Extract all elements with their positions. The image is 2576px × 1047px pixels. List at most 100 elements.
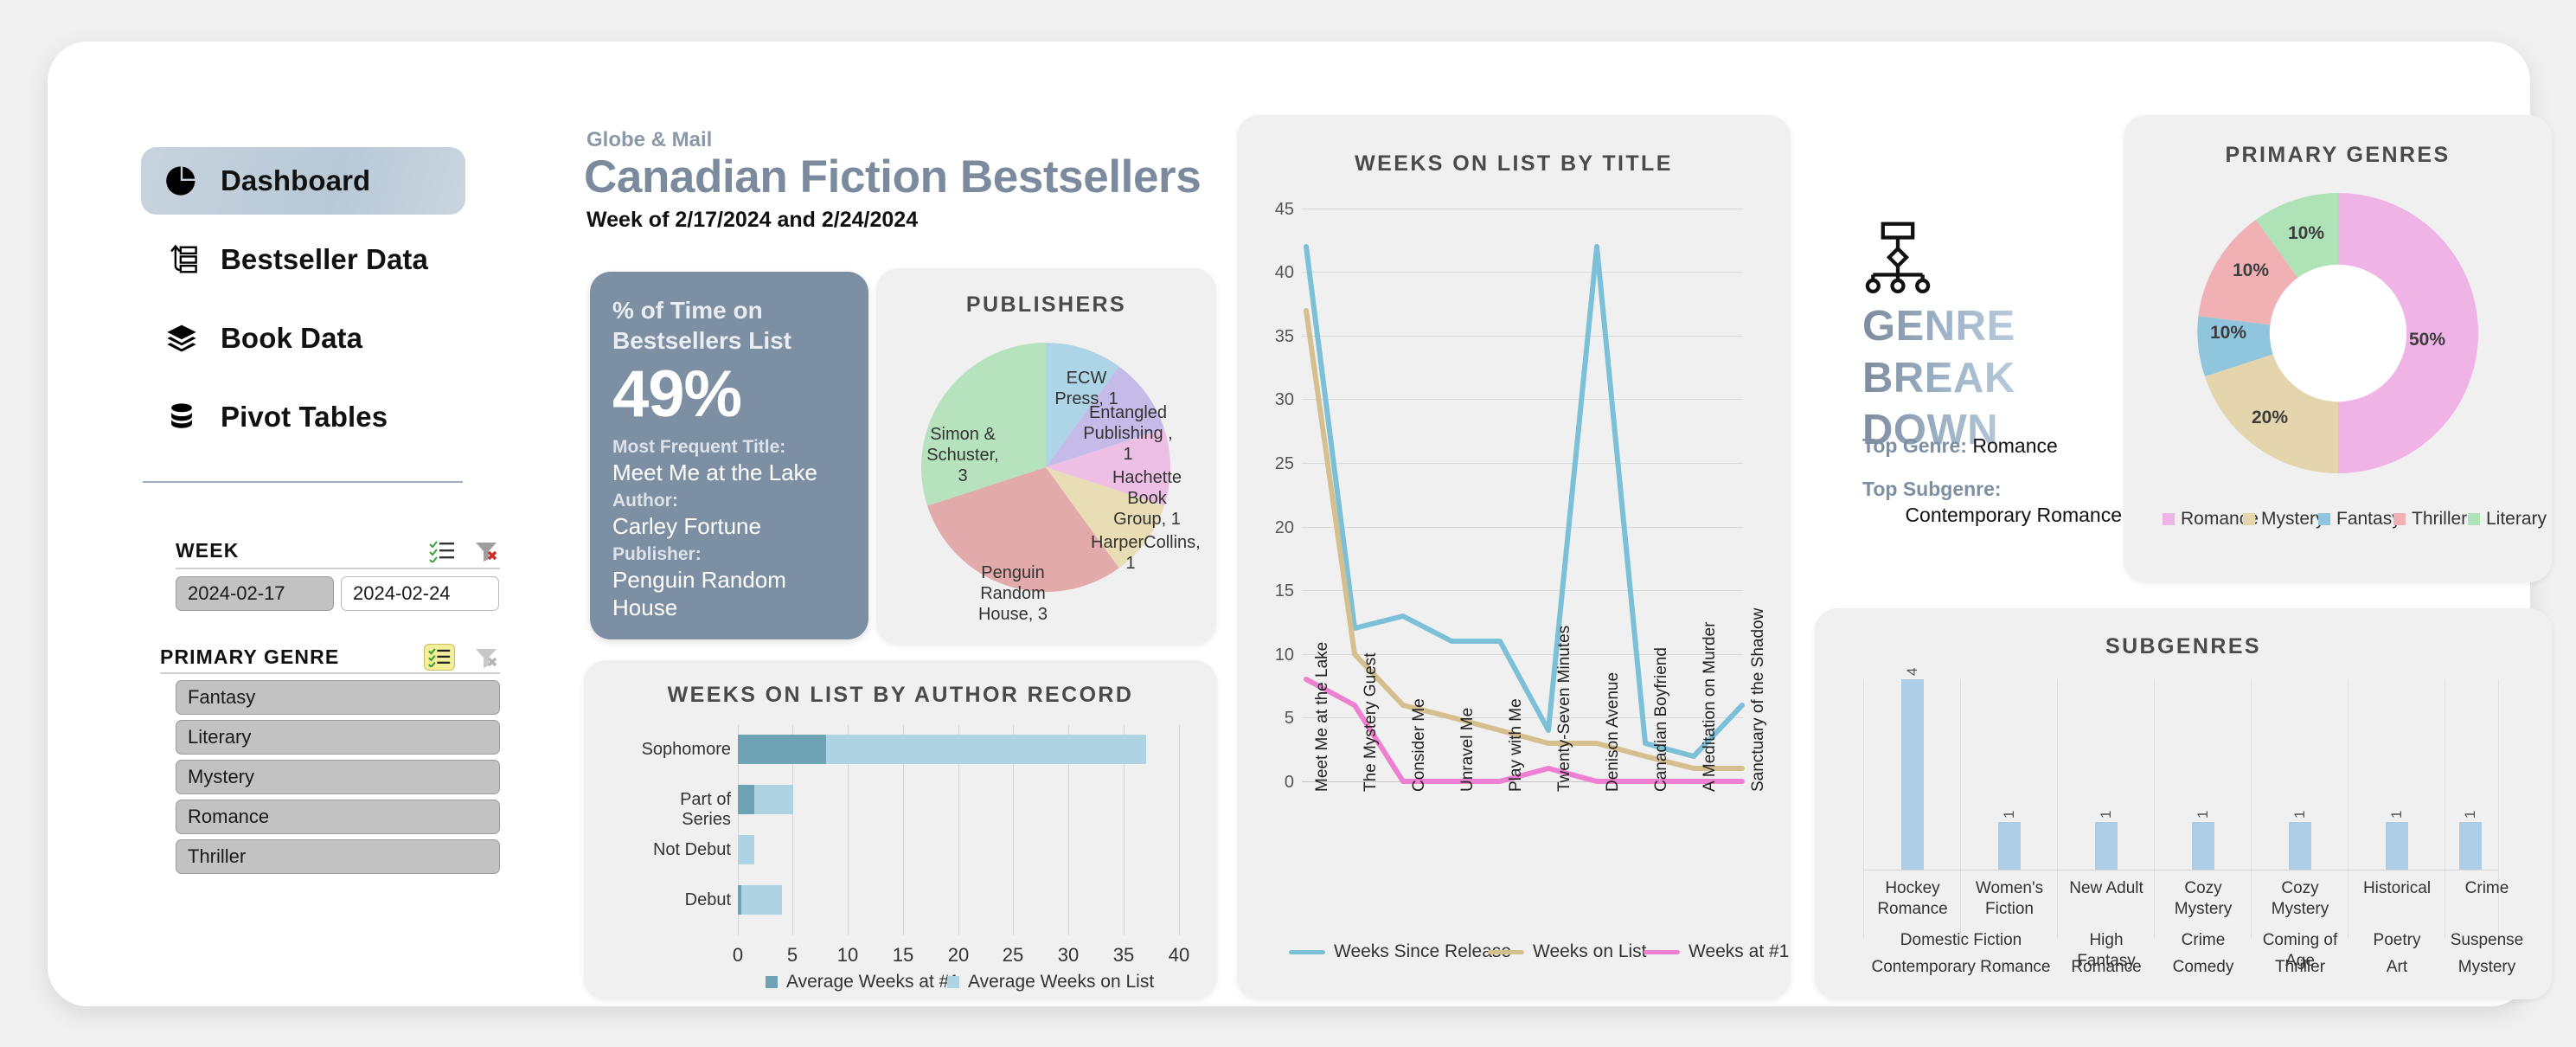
- genre-option[interactable]: Fantasy: [176, 680, 500, 715]
- genre-breakdown-title-line-1: GENRE: [1862, 301, 2015, 353]
- kpi-publisher-value: Penguin Random House: [612, 566, 786, 621]
- author-record-card: WEEKS ON LIST BY AUTHOR RECORD Sophomore…: [584, 660, 1217, 999]
- primary-genres-title: PRIMARY GENRES: [2225, 143, 2451, 167]
- bar-weeks-at-1: [738, 735, 826, 764]
- page-title: Canadian Fiction Bestsellers: [584, 151, 1201, 202]
- donut-label-romance: 50%: [2409, 330, 2446, 350]
- clear-filter-icon-disabled[interactable]: [474, 646, 500, 669]
- gridline: [1302, 590, 1743, 591]
- week-option[interactable]: 2024-02-24: [341, 576, 499, 611]
- genre-option[interactable]: Romance: [176, 800, 500, 834]
- donut-hole: [2269, 264, 2407, 402]
- pie-slice-entangled-publishing: [1046, 366, 1164, 467]
- sidebar-item-dashboard[interactable]: Dashboard: [141, 147, 465, 215]
- genre-option[interactable]: Mystery: [176, 760, 500, 794]
- sidebar-divider: [143, 481, 463, 483]
- sidebar-item-label: Pivot Tables: [221, 401, 388, 433]
- legend-label: Average Weeks on List: [968, 972, 1155, 992]
- legend-label: Thriller: [2412, 509, 2468, 529]
- y-tick: 45: [1274, 200, 1294, 219]
- bar-cozy-mystery-comedy: [2192, 822, 2214, 870]
- brand-label: Globe & Mail: [586, 128, 713, 151]
- sidebar-item-label: Book Data: [221, 322, 363, 354]
- pie-label-entangled-publishing: Entangled Publishing , 1: [1083, 403, 1173, 464]
- axis-label-level1: Women's Fiction: [1975, 879, 2044, 918]
- axis-separator: [1960, 679, 1961, 939]
- bar-weeks-at-1: [738, 885, 741, 915]
- checklist-glyph: [428, 648, 451, 669]
- gridline: [1302, 654, 1743, 655]
- axis-label-level2: High Fantasy: [2077, 931, 2136, 970]
- pie-label-simon-schuster: Simon & Schuster, 3: [926, 425, 999, 485]
- bar-hockey-romance: [1901, 679, 1924, 870]
- donut-label-mystery: 20%: [2252, 408, 2289, 427]
- legend-label: Literary: [2486, 509, 2547, 529]
- gridline: [958, 725, 959, 935]
- publishers-card: PUBLISHERS ECW Press, 1 Entangled Publis…: [876, 268, 1216, 645]
- gridline: [1302, 336, 1743, 337]
- kpi-card: % of Time on Bestsellers List 49% Most F…: [590, 272, 868, 639]
- sidebar-item-label: Bestseller Data: [221, 243, 428, 275]
- bar-value-label: 1: [2098, 810, 2114, 819]
- y-tick: 15: [1274, 581, 1294, 601]
- legend-fantasy: Fantasy: [2318, 509, 2401, 530]
- legend-swatch: [1644, 949, 1680, 954]
- books-stack-icon: [167, 324, 196, 352]
- pie-slice-ecw-press: [1046, 343, 1119, 467]
- genre-filter-options: Fantasy Literary Mystery Romance Thrille…: [176, 680, 500, 879]
- database-icon: [171, 403, 192, 428]
- bar-crime: [2459, 822, 2482, 870]
- genre-filter-title: PRIMARY GENRE: [160, 646, 340, 668]
- checklist-icon-active[interactable]: [424, 644, 455, 671]
- top-subgenre-label: Top Subgenre:: [1862, 478, 2002, 500]
- kpi-value: 49%: [612, 357, 742, 432]
- bar-value-label: 1: [2462, 810, 2478, 819]
- publishers-title: PUBLISHERS: [965, 292, 1127, 317]
- sidebar-item-bestseller-data[interactable]: Bestseller Data: [141, 226, 465, 293]
- legend-swatch: [1488, 949, 1524, 954]
- bar-value-label: 1: [2001, 810, 2017, 819]
- legend-swatch: [766, 976, 778, 988]
- x-tick: 35: [1112, 944, 1135, 966]
- hierarchy-icon: [1865, 222, 1931, 293]
- bar-historical: [2386, 822, 2408, 870]
- legend-label: Weeks Since Release: [1334, 941, 1512, 961]
- x-tick: 40: [1168, 944, 1190, 966]
- legend-weeks-at-1: Weeks at #1: [1644, 941, 1789, 962]
- bar-category-label: Part of Series: [680, 790, 731, 829]
- kpi-author-value: Carley Fortune: [612, 513, 761, 540]
- pie-label-ecw-press: ECW Press, 1: [1054, 369, 1118, 408]
- y-tick: 40: [1274, 263, 1294, 282]
- x-tick: 15: [892, 944, 914, 966]
- x-tick: 0: [732, 944, 744, 966]
- subgenres-title: SUBGENRES: [2105, 634, 2261, 658]
- sidebar: Dashboard Bestseller Data Book: [48, 42, 532, 1006]
- x-category-label: Sanctuary of the Shadow: [1749, 607, 1767, 792]
- week-option-selected[interactable]: 2024-02-17: [176, 576, 334, 611]
- y-tick: 20: [1274, 518, 1294, 537]
- top-subgenre-row: Top Subgenre: Contemporary Romance: [1862, 476, 2122, 529]
- sidebar-item-book-data[interactable]: Book Data: [141, 305, 465, 372]
- legend-swatch: [2468, 513, 2480, 525]
- x-tick: 25: [1002, 944, 1024, 966]
- gridline: [738, 725, 739, 935]
- genre-option[interactable]: Thriller: [176, 839, 500, 874]
- checklist-icon[interactable]: [429, 540, 455, 562]
- gridline: [1302, 527, 1743, 528]
- weeks-by-title-chart-title: WEEKS ON LIST BY TITLE: [1355, 151, 1673, 176]
- axis-label-level1: Hockey Romance: [1877, 879, 1948, 918]
- genre-option[interactable]: Literary: [176, 720, 500, 755]
- y-tick: 30: [1274, 390, 1294, 409]
- donut-slice-romance: [2338, 193, 2478, 473]
- bar-weeks-on-list: [738, 835, 754, 864]
- legend-label: Weeks on List: [1533, 941, 1647, 961]
- genre-filter-rule: [160, 672, 500, 674]
- axis-label-level1: Cozy Mystery: [2271, 879, 2329, 918]
- clear-filter-icon[interactable]: [474, 540, 500, 562]
- line-chart-plot: [1304, 244, 1745, 784]
- axis-label-level1: Historical: [2362, 879, 2432, 897]
- legend-literary: Literary: [2468, 509, 2547, 530]
- pie-slice-penguin-random-house: [927, 467, 1119, 592]
- page-subtitle: Week of 2/17/2024 and 2/24/2024: [586, 208, 919, 232]
- sidebar-item-pivot-tables[interactable]: Pivot Tables: [141, 383, 465, 451]
